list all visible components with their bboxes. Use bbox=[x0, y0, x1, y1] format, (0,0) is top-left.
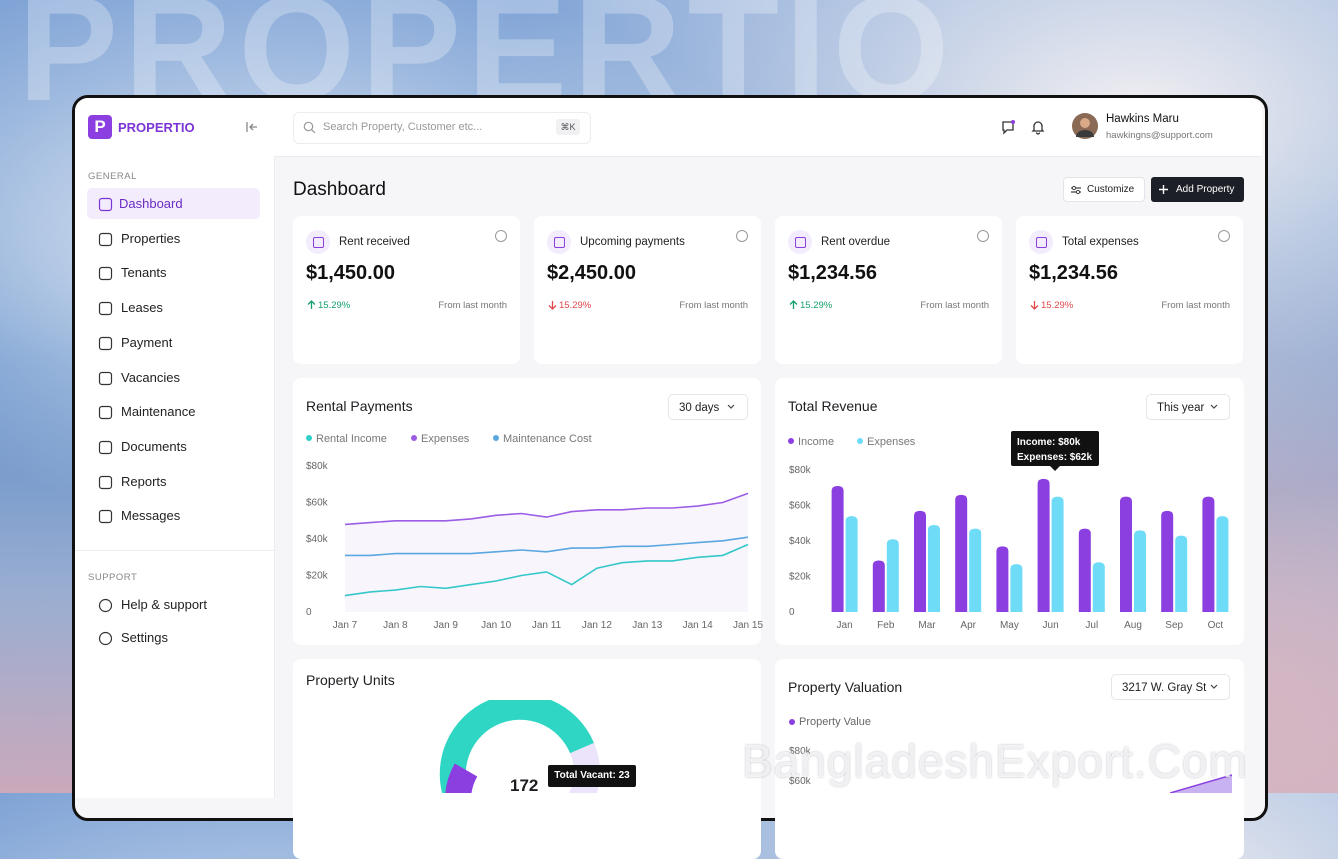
nav-icon bbox=[98, 406, 113, 420]
brand-name: PROPERTIO bbox=[118, 120, 195, 135]
divider bbox=[75, 550, 274, 551]
nav-icon bbox=[98, 371, 113, 385]
user-name: Hawkins Maru bbox=[1106, 113, 1179, 125]
valuation-area bbox=[1170, 774, 1232, 793]
nav-icon bbox=[98, 336, 113, 350]
trend-up-arrow bbox=[789, 300, 798, 309]
stat-icon-inner bbox=[795, 237, 806, 248]
customize-icon bbox=[1071, 185, 1081, 195]
chevron bbox=[1210, 684, 1218, 689]
user-email: hawkingns@support.com bbox=[1106, 130, 1213, 141]
nav-icon bbox=[98, 440, 113, 454]
stat-card bbox=[1016, 216, 1243, 364]
stat-value: $1,234.56 bbox=[788, 262, 877, 284]
nav-item[interactable]: Maintenance bbox=[121, 404, 196, 420]
trend-up-arrow bbox=[307, 300, 316, 309]
stat-note: From last month bbox=[1161, 300, 1230, 311]
nav-item[interactable]: Properties bbox=[121, 230, 181, 246]
stat-note: From last month bbox=[920, 300, 989, 311]
nav-icon bbox=[98, 631, 113, 646]
stat-label: Rent overdue bbox=[821, 236, 891, 248]
stat-change: 15.29% bbox=[559, 300, 592, 311]
nav-item[interactable]: Reports bbox=[121, 473, 167, 489]
nav-item[interactable]: Settings bbox=[121, 630, 168, 645]
nav-item[interactable]: Payment bbox=[121, 334, 173, 350]
stat-card bbox=[293, 216, 520, 364]
avatar[interactable] bbox=[1072, 113, 1098, 139]
panel-title: Rental Payments bbox=[306, 398, 413, 414]
stat-card bbox=[534, 216, 761, 364]
info-icon[interactable] bbox=[1218, 230, 1230, 242]
nav-active-bg bbox=[87, 188, 260, 219]
property-dropdown[interactable]: 3217 W. Gray St bbox=[1111, 674, 1230, 700]
page-title: Dashboard bbox=[293, 179, 386, 200]
nav-item[interactable]: Vacancies bbox=[121, 369, 181, 385]
stat-change: 15.29% bbox=[1041, 300, 1074, 311]
nav-item[interactable]: Leases bbox=[121, 300, 163, 316]
shortcut: ⌘K bbox=[556, 119, 580, 135]
nav-item[interactable]: Help & support bbox=[121, 597, 207, 612]
period-dropdown[interactable]: This year bbox=[1146, 394, 1230, 420]
stat-label: Rent received bbox=[339, 236, 410, 248]
stat-icon bbox=[1029, 230, 1053, 254]
plus-icon bbox=[1159, 185, 1168, 194]
nav-icon bbox=[98, 598, 113, 613]
panel-title: Property Units bbox=[306, 672, 395, 688]
panel-title: Total Revenue bbox=[788, 398, 878, 414]
stat-card bbox=[775, 216, 1002, 364]
stat-icon bbox=[547, 230, 571, 254]
search-box[interactable] bbox=[293, 112, 591, 144]
chevron bbox=[727, 404, 735, 409]
nav-item[interactable]: Documents bbox=[121, 438, 187, 454]
search-placeholder: Search Property, Customer etc... bbox=[323, 121, 483, 133]
stat-label: Upcoming payments bbox=[580, 236, 685, 248]
stat-note: From last month bbox=[679, 300, 748, 311]
stat-note: From last month bbox=[438, 300, 507, 311]
stat-change: 15.29% bbox=[318, 300, 351, 311]
stat-icon-inner bbox=[313, 237, 324, 248]
stat-value: $2,450.00 bbox=[547, 262, 636, 284]
stat-value: $1,450.00 bbox=[306, 262, 395, 284]
customize-button[interactable] bbox=[1063, 177, 1145, 202]
nav-icon bbox=[98, 267, 113, 281]
stat-label: Total expenses bbox=[1062, 236, 1139, 248]
stat-icon-inner bbox=[1036, 237, 1047, 248]
nav-icon bbox=[98, 475, 113, 489]
info-icon[interactable] bbox=[977, 230, 989, 242]
units-total: 172 bbox=[510, 776, 539, 795]
nav-icon bbox=[98, 510, 113, 524]
stat-change: 15.29% bbox=[800, 300, 833, 311]
panel-title: Property Valuation bbox=[788, 679, 903, 695]
stat-value: $1,234.56 bbox=[1029, 262, 1118, 284]
nav-icon bbox=[98, 232, 113, 246]
trend-down-arrow bbox=[1030, 301, 1039, 310]
nav-icon bbox=[98, 301, 113, 316]
nav-icon bbox=[98, 197, 113, 212]
info-icon[interactable] bbox=[495, 230, 507, 242]
period-dropdown[interactable]: 30 days bbox=[668, 394, 748, 420]
section-label: SUPPORT bbox=[88, 572, 138, 583]
nav-item[interactable]: Messages bbox=[121, 508, 181, 524]
customize-label: Customize bbox=[1087, 184, 1135, 195]
collapse-icon[interactable] bbox=[245, 120, 259, 134]
page: PROPERTIO P PROPERTIO Search Property, C… bbox=[0, 0, 1338, 821]
nav-item[interactable]: Dashboard bbox=[119, 196, 183, 211]
legend-label: Property Value bbox=[799, 716, 871, 728]
nav-item[interactable]: Tenants bbox=[121, 265, 167, 281]
bell-icon[interactable] bbox=[1030, 119, 1046, 135]
watermark: BangladeshExport.Com bbox=[742, 735, 1248, 787]
logo[interactable]: P bbox=[88, 115, 112, 139]
chevron bbox=[1210, 404, 1218, 409]
add-property-label: Add Property bbox=[1176, 184, 1235, 195]
search-icon bbox=[303, 121, 316, 134]
stat-icon-inner bbox=[554, 237, 565, 248]
section-label: GENERAL bbox=[88, 171, 137, 182]
units-tooltip: Total Vacant: 23 bbox=[548, 765, 636, 787]
info-icon[interactable] bbox=[736, 230, 748, 242]
stat-icon bbox=[306, 230, 330, 254]
legend-dot bbox=[789, 719, 795, 725]
message-icon[interactable] bbox=[1000, 119, 1016, 135]
trend-down-arrow bbox=[548, 301, 557, 310]
stat-icon bbox=[788, 230, 812, 254]
